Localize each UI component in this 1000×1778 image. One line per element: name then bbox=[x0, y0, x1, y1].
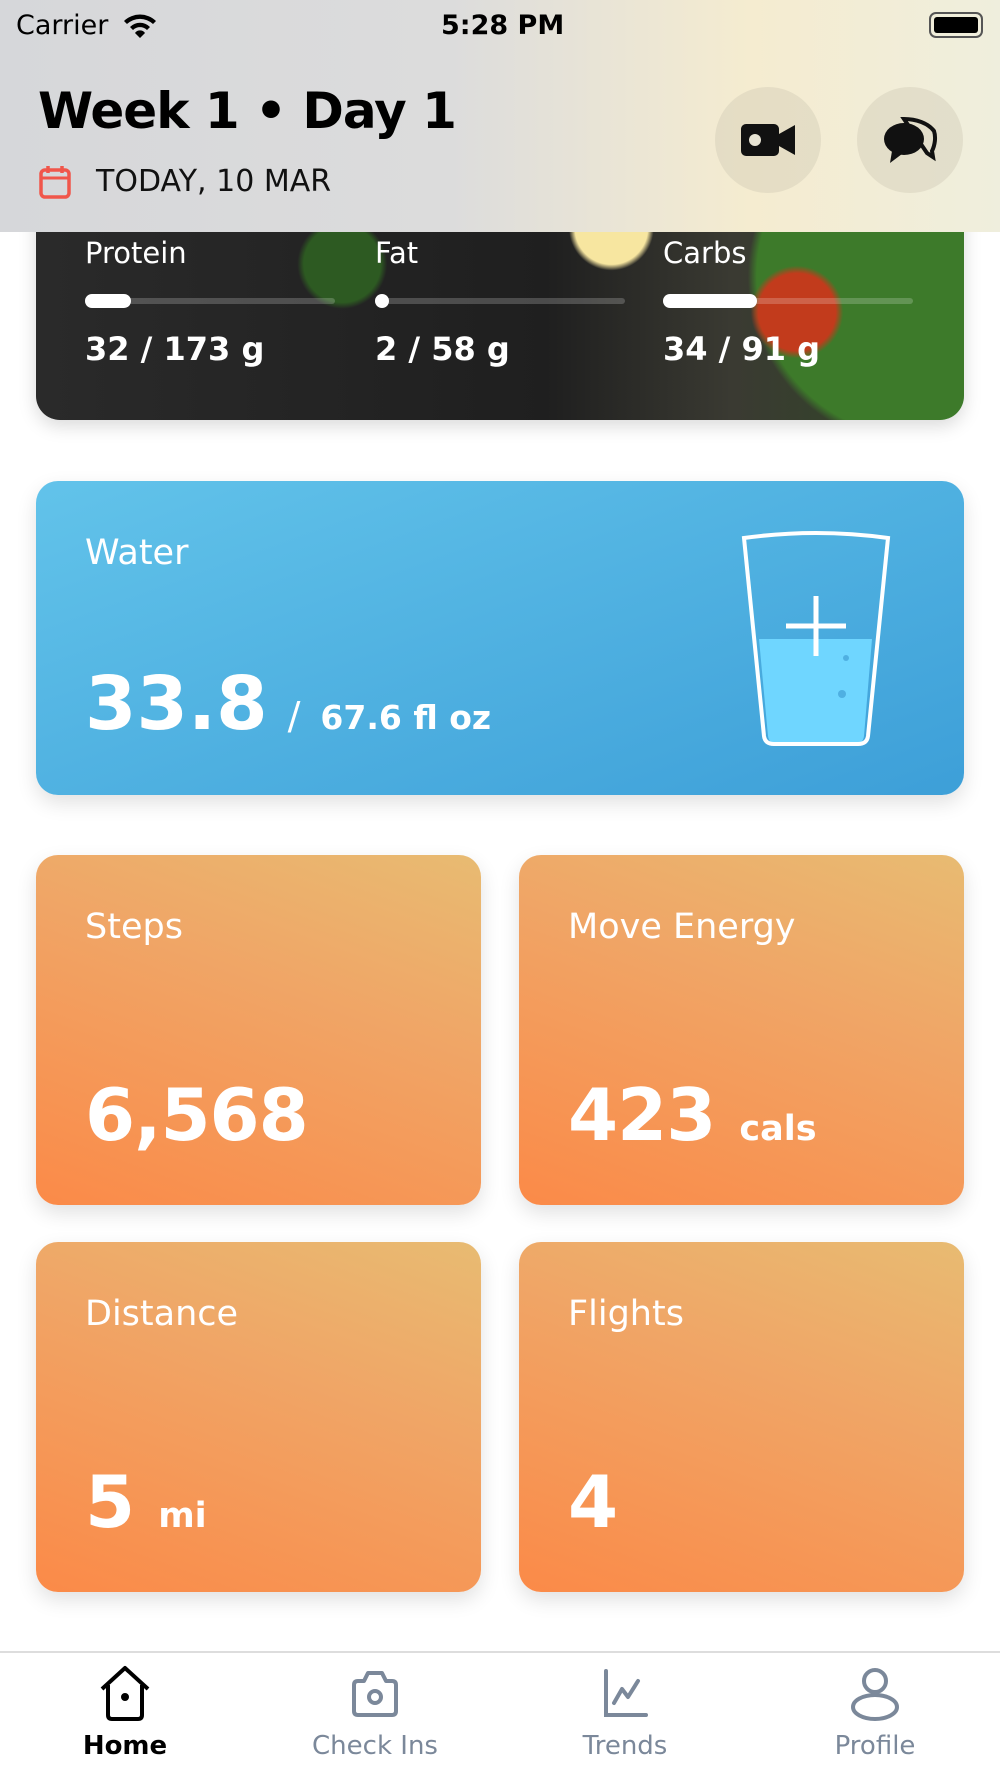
clock: 5:28 PM bbox=[441, 10, 565, 41]
steps-value: 6,568 bbox=[85, 1073, 309, 1157]
tab-check-ins[interactable]: Check Ins bbox=[250, 1653, 500, 1778]
water-separator: / bbox=[287, 694, 301, 738]
tab-bar: Home Check Ins Trends Profile bbox=[0, 1651, 1000, 1778]
wifi-icon bbox=[124, 14, 156, 38]
home-icon bbox=[100, 1666, 150, 1721]
macro-label-carbs: Carbs bbox=[663, 236, 747, 270]
tab-label: Home bbox=[82, 1731, 168, 1761]
header: Carrier 5:28 PM Week 1 • Day 1 TODAY, 10… bbox=[0, 0, 1000, 232]
tab-profile[interactable]: Profile bbox=[750, 1653, 1000, 1778]
water-goal: 67.6 fl oz bbox=[320, 698, 492, 737]
tab-label: Trends bbox=[582, 1731, 668, 1761]
tab-label: Check Ins bbox=[312, 1731, 438, 1761]
flights-label: Flights bbox=[568, 1294, 684, 1334]
tab-trends[interactable]: Trends bbox=[500, 1653, 750, 1778]
macro-value-protein: 32 / 173 g bbox=[85, 330, 265, 368]
camera-icon bbox=[352, 1671, 398, 1717]
page-title: Week 1 • Day 1 bbox=[38, 82, 457, 140]
battery-icon bbox=[929, 12, 983, 38]
distance-value: 5 bbox=[85, 1460, 135, 1544]
chat-button[interactable] bbox=[857, 87, 963, 193]
move-energy-label: Move Energy bbox=[568, 907, 796, 947]
water-label: Water bbox=[85, 533, 189, 573]
tab-home[interactable]: Home bbox=[0, 1653, 250, 1778]
move-energy-card[interactable]: Move Energy 423 cals bbox=[519, 855, 964, 1205]
distance-unit: mi bbox=[158, 1496, 207, 1536]
steps-label: Steps bbox=[85, 907, 183, 947]
date-label: TODAY, 10 MAR bbox=[96, 164, 332, 199]
flights-value: 4 bbox=[568, 1460, 618, 1544]
water-value: 33.8 bbox=[85, 661, 268, 747]
carbs-progress bbox=[663, 294, 913, 308]
chart-icon bbox=[604, 1669, 648, 1717]
water-glass-plus-icon[interactable] bbox=[740, 530, 892, 748]
chat-bubbles-icon bbox=[884, 116, 938, 163]
video-camera-icon bbox=[741, 124, 795, 156]
water-card[interactable]: Water 33.8 / 67.6 fl oz bbox=[36, 481, 964, 795]
macro-value-fat: 2 / 58 g bbox=[375, 330, 510, 368]
distance-card[interactable]: Distance 5 mi bbox=[36, 1242, 481, 1592]
carrier: Carrier bbox=[16, 10, 109, 41]
calendar-icon bbox=[39, 166, 71, 199]
fat-progress bbox=[375, 294, 625, 308]
distance-label: Distance bbox=[85, 1294, 239, 1334]
move-energy-value: 423 bbox=[568, 1073, 716, 1157]
macro-label-protein: Protein bbox=[85, 236, 187, 270]
profile-icon bbox=[851, 1668, 899, 1721]
protein-progress bbox=[85, 294, 335, 308]
tab-label: Profile bbox=[834, 1731, 916, 1761]
video-call-button[interactable] bbox=[715, 87, 821, 193]
macro-label-fat: Fat bbox=[375, 236, 419, 270]
steps-card[interactable]: Steps 6,568 bbox=[36, 855, 481, 1205]
flights-card[interactable]: Flights 4 bbox=[519, 1242, 964, 1592]
move-energy-unit: cals bbox=[739, 1109, 817, 1149]
macro-value-carbs: 34 / 91 g bbox=[663, 330, 821, 368]
